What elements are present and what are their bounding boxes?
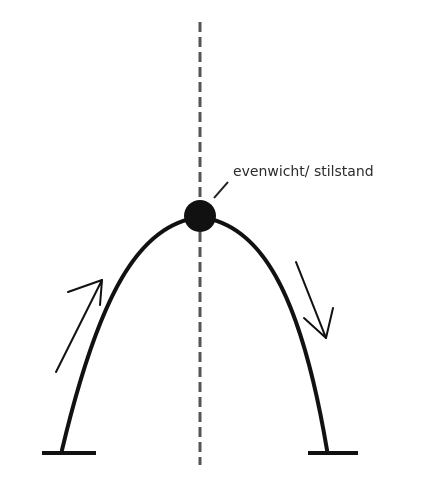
- equilibrium-label: evenwicht/ stilstand: [233, 164, 374, 180]
- down-arrow-icon: [295, 261, 334, 339]
- up-arrow-icon: [55, 279, 103, 373]
- arch-curve: [60, 214, 329, 452]
- label-pointer-line: [213, 181, 229, 199]
- ball: [184, 200, 216, 232]
